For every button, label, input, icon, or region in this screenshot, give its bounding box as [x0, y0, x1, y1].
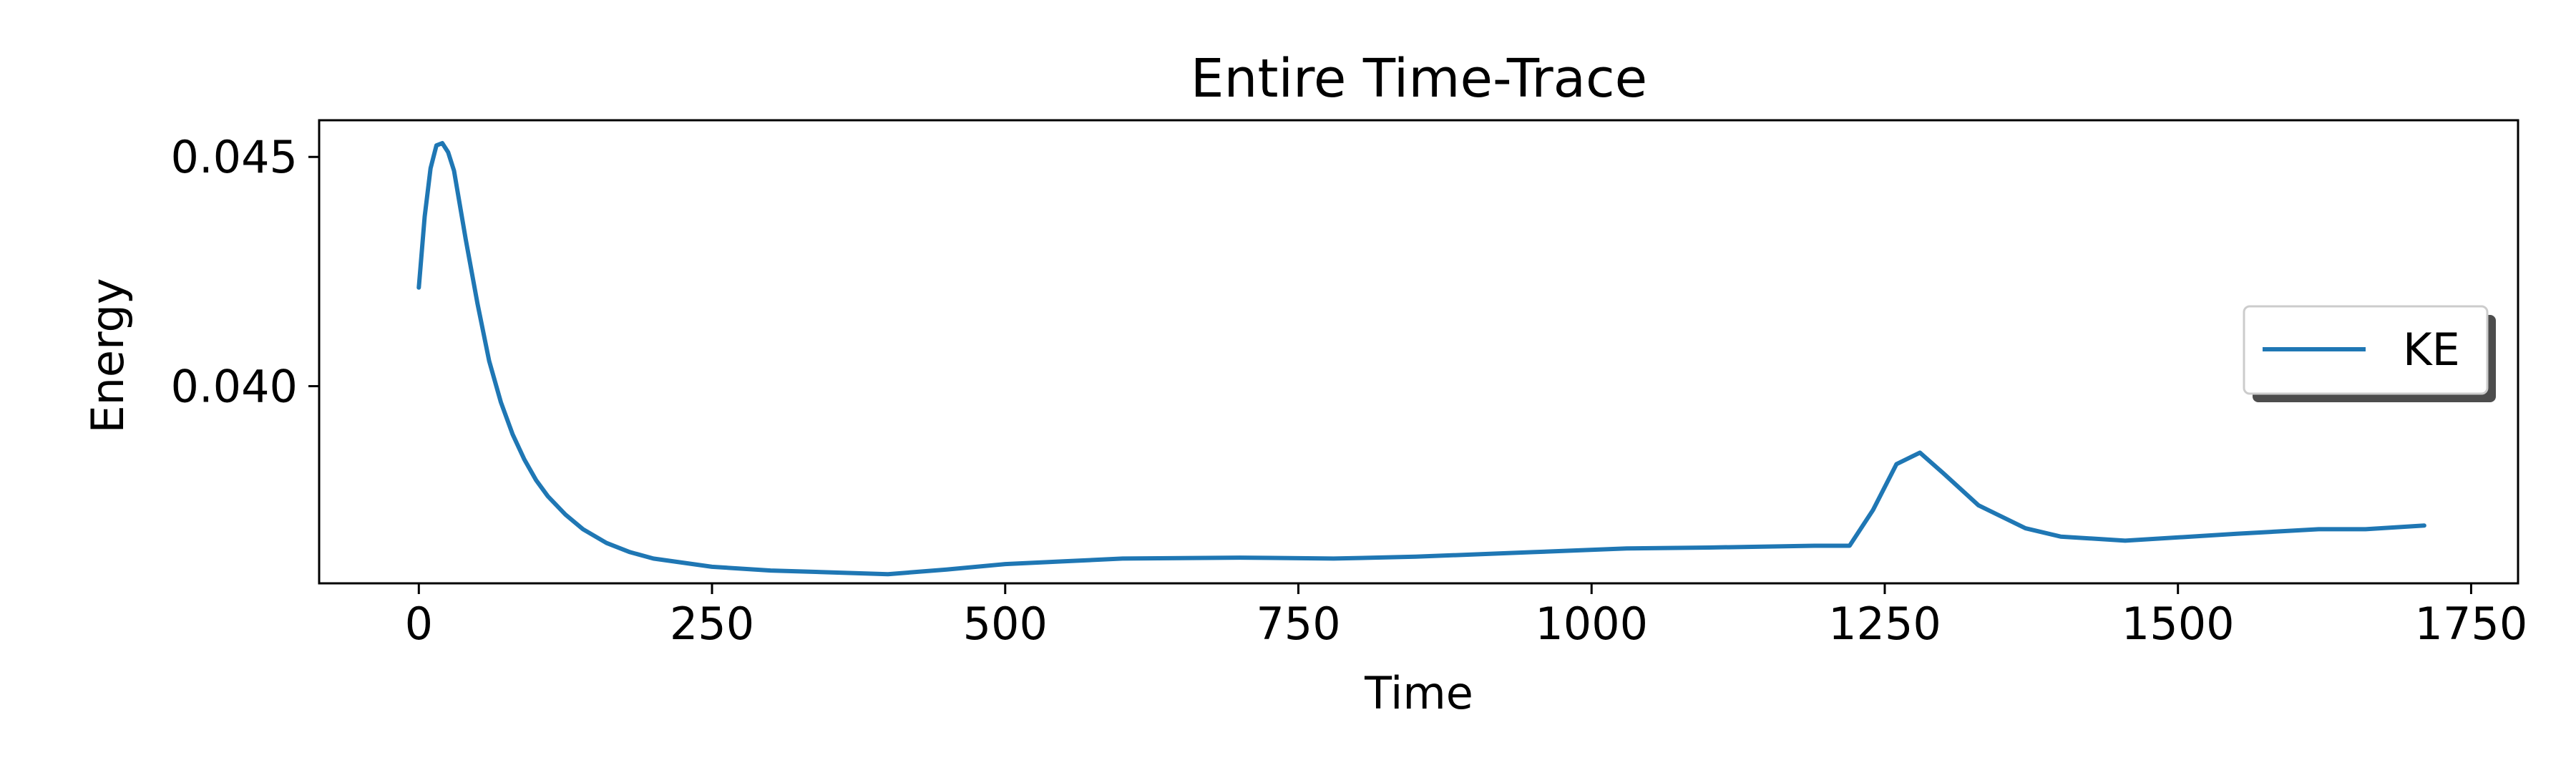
- legend-label-ke: KE: [2403, 324, 2460, 376]
- x-tick-label: 500: [963, 598, 1048, 650]
- y-ticks-group: 0.040 0.045: [171, 131, 319, 413]
- x-ticks-group: 0 250 500 750 1000 1250 1500 1750: [405, 583, 2528, 650]
- series-group: [416, 141, 2426, 577]
- y-tick-label: 0.045: [171, 131, 298, 183]
- x-tick-label: 750: [1256, 598, 1340, 650]
- series-line-ke: [416, 141, 2426, 577]
- plot-frame-group: [318, 119, 2519, 585]
- legend: KE: [2243, 305, 2496, 402]
- x-tick-label: 0: [405, 598, 433, 650]
- x-tick-label: 1250: [1828, 598, 1941, 650]
- x-axis-label: Time: [1364, 667, 1473, 719]
- x-tick-label: 1000: [1535, 598, 1648, 650]
- x-tick-label: 1750: [2415, 598, 2528, 650]
- y-axis-label: Energy: [82, 278, 134, 433]
- y-tick-label: 0.040: [171, 361, 298, 413]
- plot-frame: [318, 119, 2519, 585]
- x-tick-label: 250: [670, 598, 754, 650]
- chart-title: Entire Time-Trace: [1191, 48, 1647, 110]
- x-tick-label: 1500: [2122, 598, 2235, 650]
